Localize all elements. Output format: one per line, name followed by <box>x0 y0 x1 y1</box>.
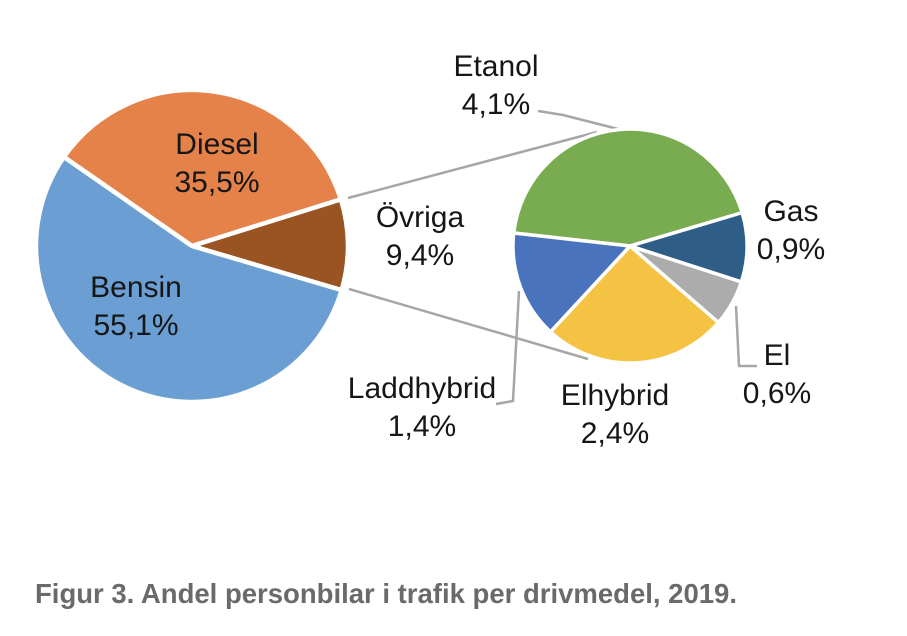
label-ovriga: Övriga 9,4% <box>376 199 464 275</box>
label-bensin-name: Bensin <box>90 271 182 304</box>
label-ovriga-name: Övriga <box>375 201 465 234</box>
pie-slice-laddhybrid <box>511 231 632 334</box>
label-diesel-name: Diesel <box>175 128 259 161</box>
label-el-name: El <box>763 339 791 372</box>
label-diesel-value: 35,5% <box>174 166 260 199</box>
leader-line-etanol <box>537 109 619 131</box>
series-connector-bottom-line <box>348 287 589 361</box>
leader-line-el <box>734 305 757 368</box>
label-ovriga-value: 9,4% <box>385 239 455 272</box>
label-etanol-name: Etanol <box>453 50 539 83</box>
secondary-pie <box>511 127 749 365</box>
label-gas-name: Gas <box>763 195 819 228</box>
label-gas: Gas 0,9% <box>757 193 825 269</box>
pie-slice-etanol <box>511 127 744 248</box>
label-bensin-value: 55,1% <box>93 309 179 342</box>
label-el-value: 0,6% <box>742 377 812 410</box>
main-pie <box>33 87 351 405</box>
pie-slice-elhybrid <box>548 244 721 365</box>
label-laddhybrid-name: Laddhybrid <box>347 372 497 405</box>
leader-line-laddhybrid <box>495 290 521 406</box>
label-etanol-value: 4,1% <box>461 88 531 121</box>
series-connector-top-line <box>347 130 598 200</box>
label-el: El 0,6% <box>743 337 811 413</box>
label-laddhybrid: Laddhybrid 1,4% <box>348 370 496 446</box>
label-elhybrid-value: 2,4% <box>580 417 650 450</box>
pie-slice-bensin <box>33 154 344 405</box>
label-diesel: Diesel 35,5% <box>174 126 259 202</box>
figure-caption: Figur 3. Andel personbilar i trafik per … <box>35 578 737 609</box>
label-laddhybrid-value: 1,4% <box>387 410 457 443</box>
label-gas-value: 0,9% <box>756 233 826 266</box>
pie-slice-diesel <box>61 87 344 249</box>
label-elhybrid: Elhybrid 2,4% <box>561 377 669 453</box>
label-etanol: Etanol 4,1% <box>453 48 538 124</box>
label-bensin: Bensin 55,1% <box>90 269 182 345</box>
label-elhybrid-name: Elhybrid <box>560 379 670 412</box>
